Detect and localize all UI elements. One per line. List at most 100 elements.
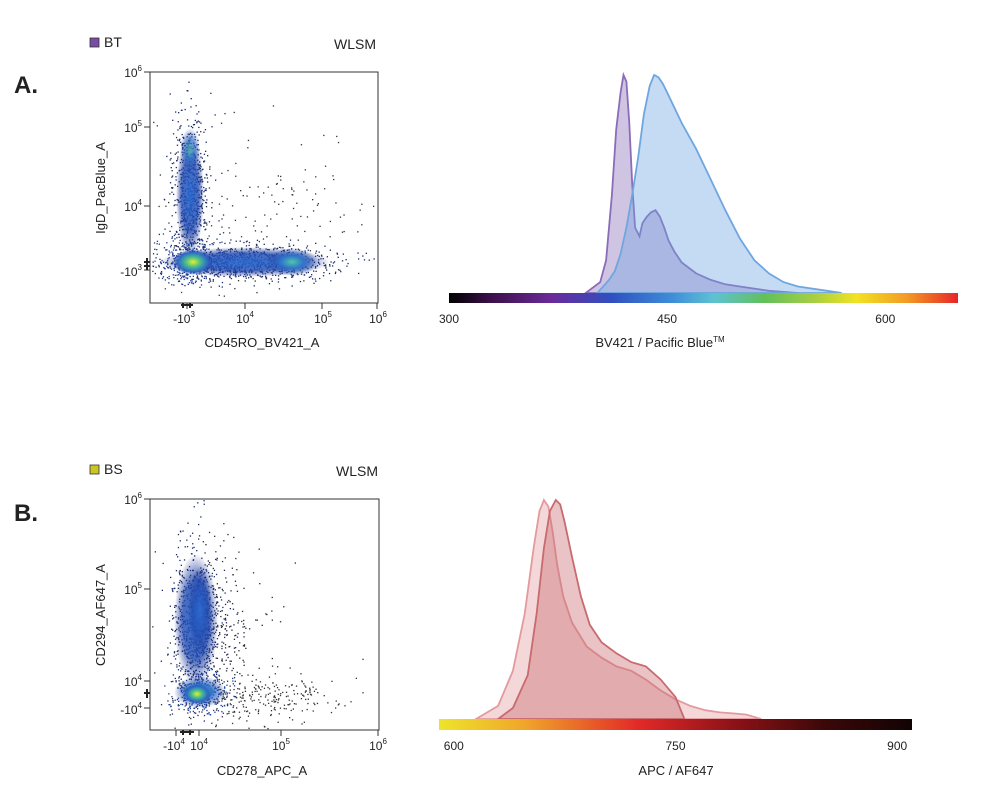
legend-label-b: BS (104, 461, 123, 477)
event-dot (169, 714, 171, 716)
event-dot (216, 673, 218, 676)
event-dot (198, 126, 200, 129)
event-dot (198, 246, 201, 248)
event-dot (204, 221, 206, 223)
event-dot (165, 249, 167, 251)
event-dot (205, 189, 207, 192)
event-dot (305, 698, 307, 701)
event-dot (173, 651, 176, 653)
event-dot (176, 666, 178, 668)
event-dot (266, 225, 268, 227)
event-dot (178, 665, 180, 667)
event-dot (210, 225, 213, 227)
event-dot (264, 696, 267, 698)
event-dot (221, 659, 223, 662)
event-dot (233, 638, 236, 640)
event-dot (211, 668, 213, 671)
event-dot (193, 506, 195, 508)
event-dot (205, 173, 207, 176)
event-dot (300, 673, 302, 675)
event-dot (212, 567, 214, 570)
event-dot (162, 562, 164, 565)
event-dot (254, 220, 256, 222)
event-dot (320, 254, 323, 256)
event-dot (171, 191, 173, 193)
event-dot (254, 688, 257, 690)
event-dot (171, 225, 173, 228)
event-dot (176, 237, 178, 239)
event-dot (251, 700, 253, 702)
event-dot (170, 167, 172, 169)
event-dot (153, 242, 156, 244)
event-dot (223, 540, 225, 542)
x-tick-b-1e4: 104 (190, 737, 208, 753)
event-dot (274, 201, 276, 203)
event-dot (218, 587, 220, 589)
event-dot (178, 677, 180, 679)
event-dot (156, 243, 158, 245)
event-dot (231, 603, 234, 605)
event-dot (218, 675, 221, 677)
event-dot (169, 252, 171, 254)
event-dot (230, 590, 232, 592)
event-dot (167, 700, 169, 702)
event-dot (247, 147, 249, 149)
event-dot (255, 619, 257, 621)
event-dot (362, 692, 364, 694)
event-dot (171, 628, 173, 630)
event-dot (242, 623, 245, 625)
event-dot (205, 188, 207, 190)
event-dot (313, 690, 316, 692)
event-dot (173, 284, 175, 286)
event-dot (368, 259, 370, 261)
event-dot (216, 646, 218, 648)
event-dot (235, 240, 237, 242)
event-dot (243, 636, 245, 638)
event-dot (198, 121, 201, 123)
event-dot (259, 701, 261, 704)
event-dot (188, 716, 191, 719)
event-dot (280, 693, 282, 695)
event-dot (172, 240, 174, 242)
event-dot (229, 692, 231, 694)
event-dot (177, 121, 179, 123)
event-dot (242, 659, 244, 661)
event-dot (183, 709, 185, 711)
event-dot (209, 280, 212, 282)
event-dot (221, 682, 224, 685)
event-dot (203, 222, 205, 224)
event-dot (202, 168, 204, 170)
event-dot (184, 108, 186, 111)
event-dot (180, 531, 182, 533)
event-dot (242, 626, 244, 628)
event-dot (188, 282, 191, 284)
event-dot (316, 702, 319, 705)
event-dot (179, 540, 181, 542)
event-dot (246, 710, 248, 713)
event-dot (238, 551, 240, 553)
event-dot (243, 661, 245, 663)
event-dot (197, 277, 199, 280)
event-dot (179, 272, 181, 275)
event-dot (260, 695, 262, 698)
event-dot (173, 193, 175, 195)
event-dot (288, 686, 290, 688)
y-tick-b-1e4: 104 (124, 673, 142, 689)
series-bv421 (583, 71, 799, 294)
event-dot (232, 680, 234, 682)
event-dot (176, 664, 178, 666)
event-dot (187, 283, 189, 285)
event-dot (180, 564, 182, 566)
event-dot (155, 257, 157, 259)
event-dot (231, 722, 234, 725)
event-dot (270, 705, 272, 707)
x-tick-a-1e5: 105 (314, 310, 332, 326)
event-dot (201, 238, 203, 241)
event-dot (350, 701, 352, 703)
event-dot (205, 206, 208, 208)
event-dot (172, 700, 174, 702)
event-dot (238, 683, 241, 685)
event-dot (237, 612, 239, 614)
event-dot (215, 671, 217, 673)
event-dot (221, 218, 223, 220)
